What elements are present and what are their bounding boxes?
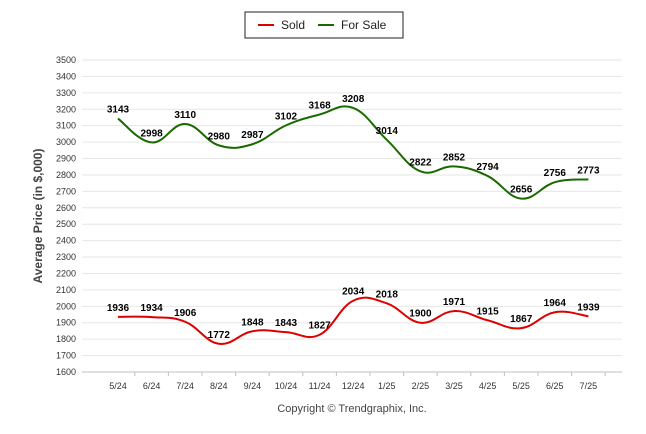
data-label-sold: 1867 <box>510 314 533 325</box>
legend-label-sold: Sold <box>281 18 305 32</box>
data-label-for-sale: 2852 <box>443 152 466 163</box>
y-tick-label: 2300 <box>56 252 76 262</box>
data-label-sold: 2018 <box>376 289 399 300</box>
data-label-for-sale: 2998 <box>140 128 163 139</box>
y-axis-title: Average Price (in $,000) <box>31 149 45 284</box>
y-tick-label: 3200 <box>56 104 76 114</box>
y-tick-label: 2100 <box>56 285 76 295</box>
y-tick-label: 1600 <box>56 367 76 377</box>
x-tick-label: 11/24 <box>309 381 331 391</box>
data-label-for-sale: 3143 <box>107 105 130 116</box>
data-label-for-sale: 3102 <box>275 111 298 122</box>
data-label-sold: 1906 <box>174 308 197 319</box>
x-tick-label: 9/24 <box>244 381 262 391</box>
y-tick-label: 2700 <box>56 186 76 196</box>
y-tick-label: 2400 <box>56 236 76 246</box>
data-labels: 1936 1934 1906 1772 1848 1843 1827 2034 2018 1900… <box>107 94 600 341</box>
data-label-sold: 1971 <box>443 297 466 308</box>
y-tick-label: 2800 <box>56 170 76 180</box>
y-tick-label: 3400 <box>56 71 76 81</box>
x-tick-label: 6/24 <box>143 381 161 391</box>
y-tick-label: 3000 <box>56 137 76 147</box>
x-tick-label: 6/25 <box>546 381 564 391</box>
data-label-sold: 1939 <box>577 302 600 313</box>
data-label-for-sale: 2794 <box>476 162 499 173</box>
x-axis-ticks: 5/24 6/24 7/24 8/24 9/24 10/24 11/24 12/24 1/25 2… <box>109 372 606 391</box>
y-tick-label: 2900 <box>56 154 76 164</box>
x-tick-label: 4/25 <box>479 381 497 391</box>
x-tick-label: 8/24 <box>210 381 228 391</box>
data-label-for-sale: 3110 <box>174 110 196 121</box>
data-label-sold: 1964 <box>544 298 567 309</box>
data-label-sold: 1843 <box>275 318 298 329</box>
y-axis-ticks: 1600 1700 1800 1900 2000 2100 2200 2300 2400 2500… <box>56 55 76 377</box>
data-label-for-sale: 2756 <box>544 168 567 179</box>
data-label-sold: 1934 <box>140 303 163 314</box>
data-label-for-sale: 2980 <box>208 131 231 142</box>
data-label-sold: 1772 <box>208 330 231 341</box>
legend-label-for-sale: For Sale <box>341 18 387 32</box>
x-tick-label: 3/25 <box>445 381 463 391</box>
gridlines <box>82 59 622 373</box>
x-tick-label: 2/25 <box>412 381 430 391</box>
x-tick-label: 5/24 <box>109 381 127 391</box>
data-label-sold: 1900 <box>409 309 432 320</box>
series-lines <box>117 105 589 345</box>
y-tick-label: 1900 <box>56 318 76 328</box>
y-tick-label: 3100 <box>56 121 76 131</box>
x-tick-label: 12/24 <box>342 381 365 391</box>
y-tick-label: 3300 <box>56 88 76 98</box>
x-tick-label: 5/25 <box>512 381 530 391</box>
y-tick-label: 2000 <box>56 301 76 311</box>
legend: Sold For Sale <box>244 11 404 39</box>
copyright-credit: Copyright © Trendgraphix, Inc. <box>277 403 426 415</box>
y-tick-label: 2500 <box>56 219 76 229</box>
x-tick-label: 10/24 <box>275 381 298 391</box>
series-line-sold <box>117 296 589 345</box>
x-tick-label: 7/24 <box>176 381 194 391</box>
data-label-for-sale: 2822 <box>409 157 432 168</box>
data-label-sold: 1915 <box>476 306 499 317</box>
series-line-for-sale <box>117 105 589 200</box>
y-tick-label: 1800 <box>56 334 76 344</box>
data-label-for-sale: 2656 <box>510 185 533 196</box>
y-tick-label: 3500 <box>56 55 76 65</box>
data-label-for-sale: 2773 <box>577 165 600 176</box>
y-tick-label: 2200 <box>56 268 76 278</box>
x-tick-label: 7/25 <box>580 381 598 391</box>
data-label-sold: 1848 <box>241 317 264 328</box>
data-label-sold: 1827 <box>308 321 331 332</box>
data-label-sold: 2034 <box>342 287 365 298</box>
data-label-for-sale: 3014 <box>376 126 399 137</box>
data-label-for-sale: 2987 <box>241 130 264 141</box>
data-label-for-sale: 3208 <box>342 94 365 105</box>
data-label-sold: 1936 <box>107 303 130 314</box>
x-tick-label: 1/25 <box>378 381 396 391</box>
y-tick-label: 2600 <box>56 203 76 213</box>
data-label-for-sale: 3168 <box>308 101 331 112</box>
y-tick-label: 1700 <box>56 351 76 361</box>
